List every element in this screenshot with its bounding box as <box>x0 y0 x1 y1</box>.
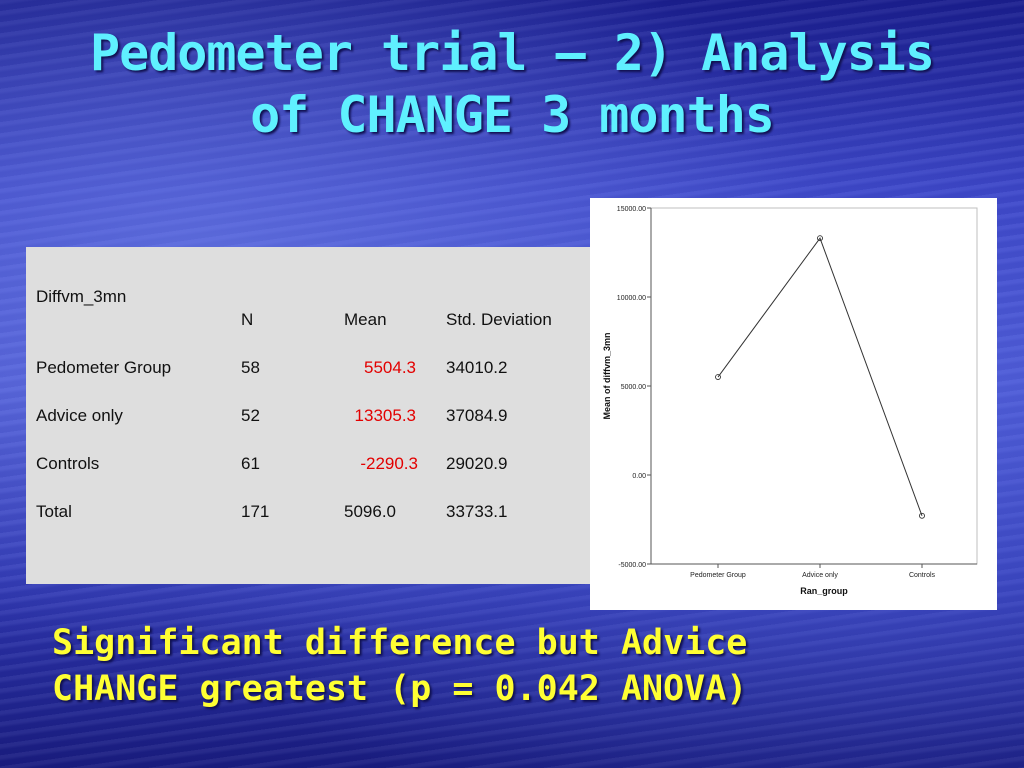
row-group-label: Total <box>36 502 72 521</box>
y-axis-title: Mean of diffvm_3mn <box>602 332 612 419</box>
y-tick-label: 5000.00 <box>621 384 646 391</box>
header-mean: Mean <box>344 310 387 329</box>
slide-title: Pedometer trial – 2) Analysis of CHANGE … <box>0 22 1024 146</box>
x-axis-title: Ran_group <box>800 586 848 596</box>
conclusion-line-2: CHANGE greatest (p = 0.042 ANOVA) <box>52 669 748 709</box>
header-n: N <box>241 310 254 329</box>
row-mean: 13305.3 <box>354 406 416 425</box>
y-tick-label: -5000.00 <box>618 562 646 569</box>
plot-frame <box>650 207 978 565</box>
row-sd: 34010.2 <box>446 358 508 377</box>
means-plot-svg: -5000.00 0.00 5000.00 10000.00 15000.00 Pedom… <box>602 206 978 596</box>
row-group-label: Controls <box>36 454 100 473</box>
conclusion-line-1: Significant difference but Advice <box>52 623 748 663</box>
row-sd: 33733.1 <box>446 502 508 521</box>
table-variable-label: Diffvm_3mn <box>36 287 127 306</box>
x-tick-label: Advice only <box>802 572 838 579</box>
row-n: 52 <box>241 406 260 425</box>
x-tick-label: Pedometer Group <box>690 572 746 579</box>
data-point <box>817 235 823 242</box>
row-sd: 37084.9 <box>446 406 508 425</box>
row-mean: 5504.3 <box>364 358 416 377</box>
y-tick-label: 0.00 <box>632 473 646 480</box>
means-plot: -5000.00 0.00 5000.00 10000.00 15000.00 Pedom… <box>590 198 997 610</box>
row-n: 171 <box>241 502 270 521</box>
row-mean: -2290.3 <box>360 454 418 473</box>
y-tick-label: 15000.00 <box>617 206 646 213</box>
row-n: 61 <box>241 454 260 473</box>
descriptives-table: Diffvm_3mn N Mean Std. Deviation Pedomet… <box>26 247 592 584</box>
slide-title-line-1: Pedometer trial – 2) Analysis <box>90 24 935 82</box>
row-mean: 5096.0 <box>344 502 396 521</box>
series-line <box>717 237 923 516</box>
data-point <box>715 374 721 380</box>
header-std-deviation: Std. Deviation <box>446 310 552 329</box>
data-point <box>919 512 925 519</box>
y-tick-label: 10000.00 <box>617 295 646 302</box>
x-tick-label: Controls <box>909 572 936 579</box>
row-sd: 29020.9 <box>446 454 508 473</box>
conclusion-text: Significant difference but Advice CHANGE… <box>52 620 1012 712</box>
row-group-label: Pedometer Group <box>36 358 172 377</box>
slide-title-line-2: of CHANGE 3 months <box>250 86 775 144</box>
row-n: 58 <box>241 358 260 377</box>
row-group-label: Advice only <box>36 406 123 425</box>
